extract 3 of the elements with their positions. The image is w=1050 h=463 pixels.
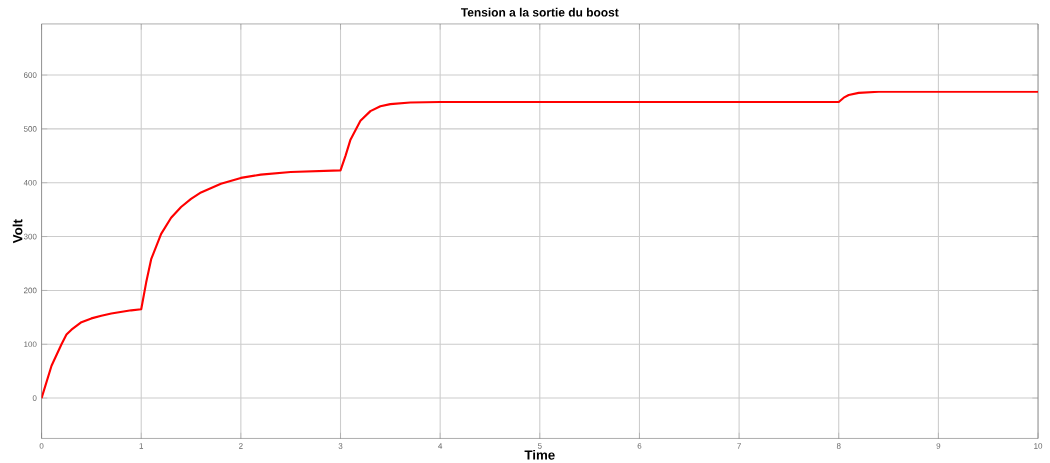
x-axis-title: Time <box>524 449 555 460</box>
y-axis-title: Volt <box>12 219 23 243</box>
chart-title: Tension a la sortie du boost <box>460 7 619 17</box>
